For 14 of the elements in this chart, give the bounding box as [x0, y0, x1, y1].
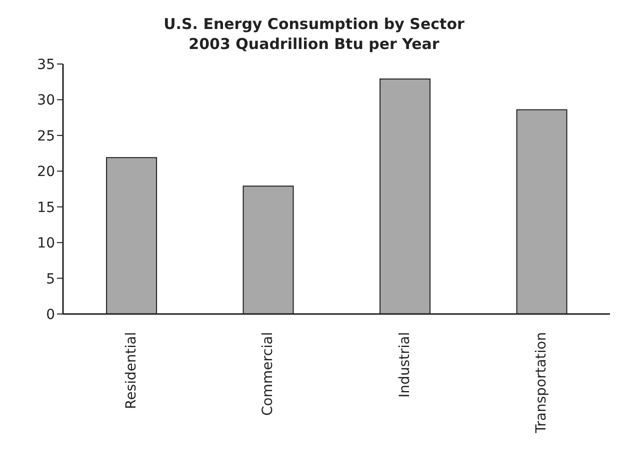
chart-subtitle: 2003 Quadrillion Btu per Year: [188, 34, 440, 54]
y-tick-label: 5: [46, 271, 55, 288]
y-tick-label: 20: [37, 164, 55, 180]
y-tick-label: 0: [46, 306, 55, 323]
chart-title: U.S. Energy Consumption by Sector: [162, 14, 466, 34]
y-tick-label: 30: [37, 92, 55, 109]
y-tick-label: 35: [37, 56, 55, 73]
y-tick-label: 15: [37, 200, 55, 216]
y-tick-label: 25: [37, 128, 55, 144]
x-tick-label: Residential: [123, 332, 140, 410]
x-tick-label: Commercial: [260, 332, 276, 416]
y-tick-label: 10: [37, 236, 55, 252]
x-tick-label: Industrial: [396, 332, 413, 398]
x-tick-label: Transportation: [534, 332, 550, 434]
